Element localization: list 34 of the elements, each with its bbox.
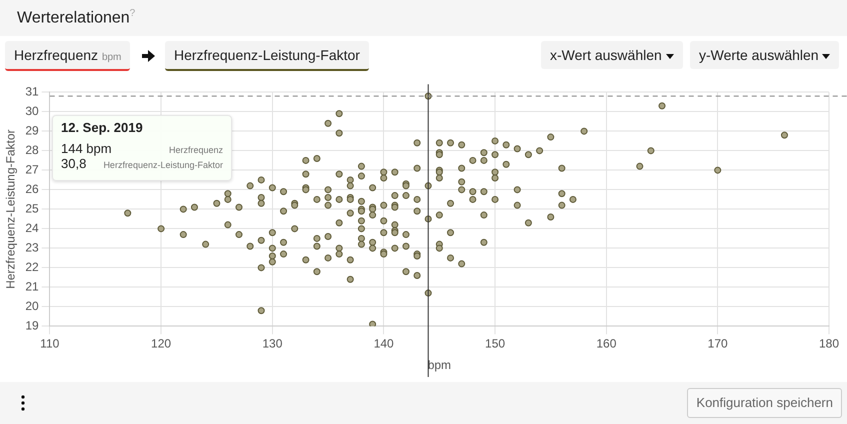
y-tick-label: 30 xyxy=(25,104,40,118)
x-tick-label: 150 xyxy=(485,336,506,351)
text: bpm xyxy=(102,52,122,63)
y-tick-label: 21 xyxy=(25,280,40,294)
annotation: Herzfrequenz-Leistung-Faktor xyxy=(103,160,223,170)
text: y-Werte auswählen xyxy=(690,41,840,69)
text: x-Wert auswählen xyxy=(541,41,683,69)
text: ? xyxy=(130,8,136,19)
y-tick-label: 19 xyxy=(25,318,40,333)
text: Herzfrequenz-Leistung-Faktor xyxy=(165,41,369,71)
annotation: 30,8 xyxy=(61,156,86,171)
y-tick-label: 20 xyxy=(25,299,40,314)
annotation: Herzfrequenz xyxy=(168,145,223,155)
x-tick-label: 130 xyxy=(262,336,283,351)
x-tick-label: 140 xyxy=(374,336,394,351)
annotation: 12. Sep. 2019 xyxy=(61,120,144,135)
x-tick-label: 120 xyxy=(151,336,172,351)
x-tick-label: 110 xyxy=(40,336,60,351)
y-tick-label: 27 xyxy=(25,162,40,177)
x-tick-label: 160 xyxy=(596,336,617,351)
text: Herzfrequenz xyxy=(14,47,98,63)
y-tick-label: 31 xyxy=(25,84,40,99)
y-tick-label: 28 xyxy=(25,143,40,158)
x-tick-label: 180 xyxy=(818,336,840,351)
annotation: 144 bpm xyxy=(61,141,112,156)
x-tick-label: 170 xyxy=(708,336,728,351)
y-tick-label: 25 xyxy=(25,202,40,216)
y-tick-label: 23 xyxy=(25,240,40,255)
y-tick-label: 24 xyxy=(25,221,40,236)
text: Konfiguration speichern xyxy=(687,388,842,418)
y-axis-title: Herzfrequenz-Leistung-Faktor xyxy=(4,129,18,289)
y-tick-label: 26 xyxy=(25,182,40,196)
y-tick-label: 22 xyxy=(25,260,40,274)
y-tick-label: 29 xyxy=(25,124,40,138)
